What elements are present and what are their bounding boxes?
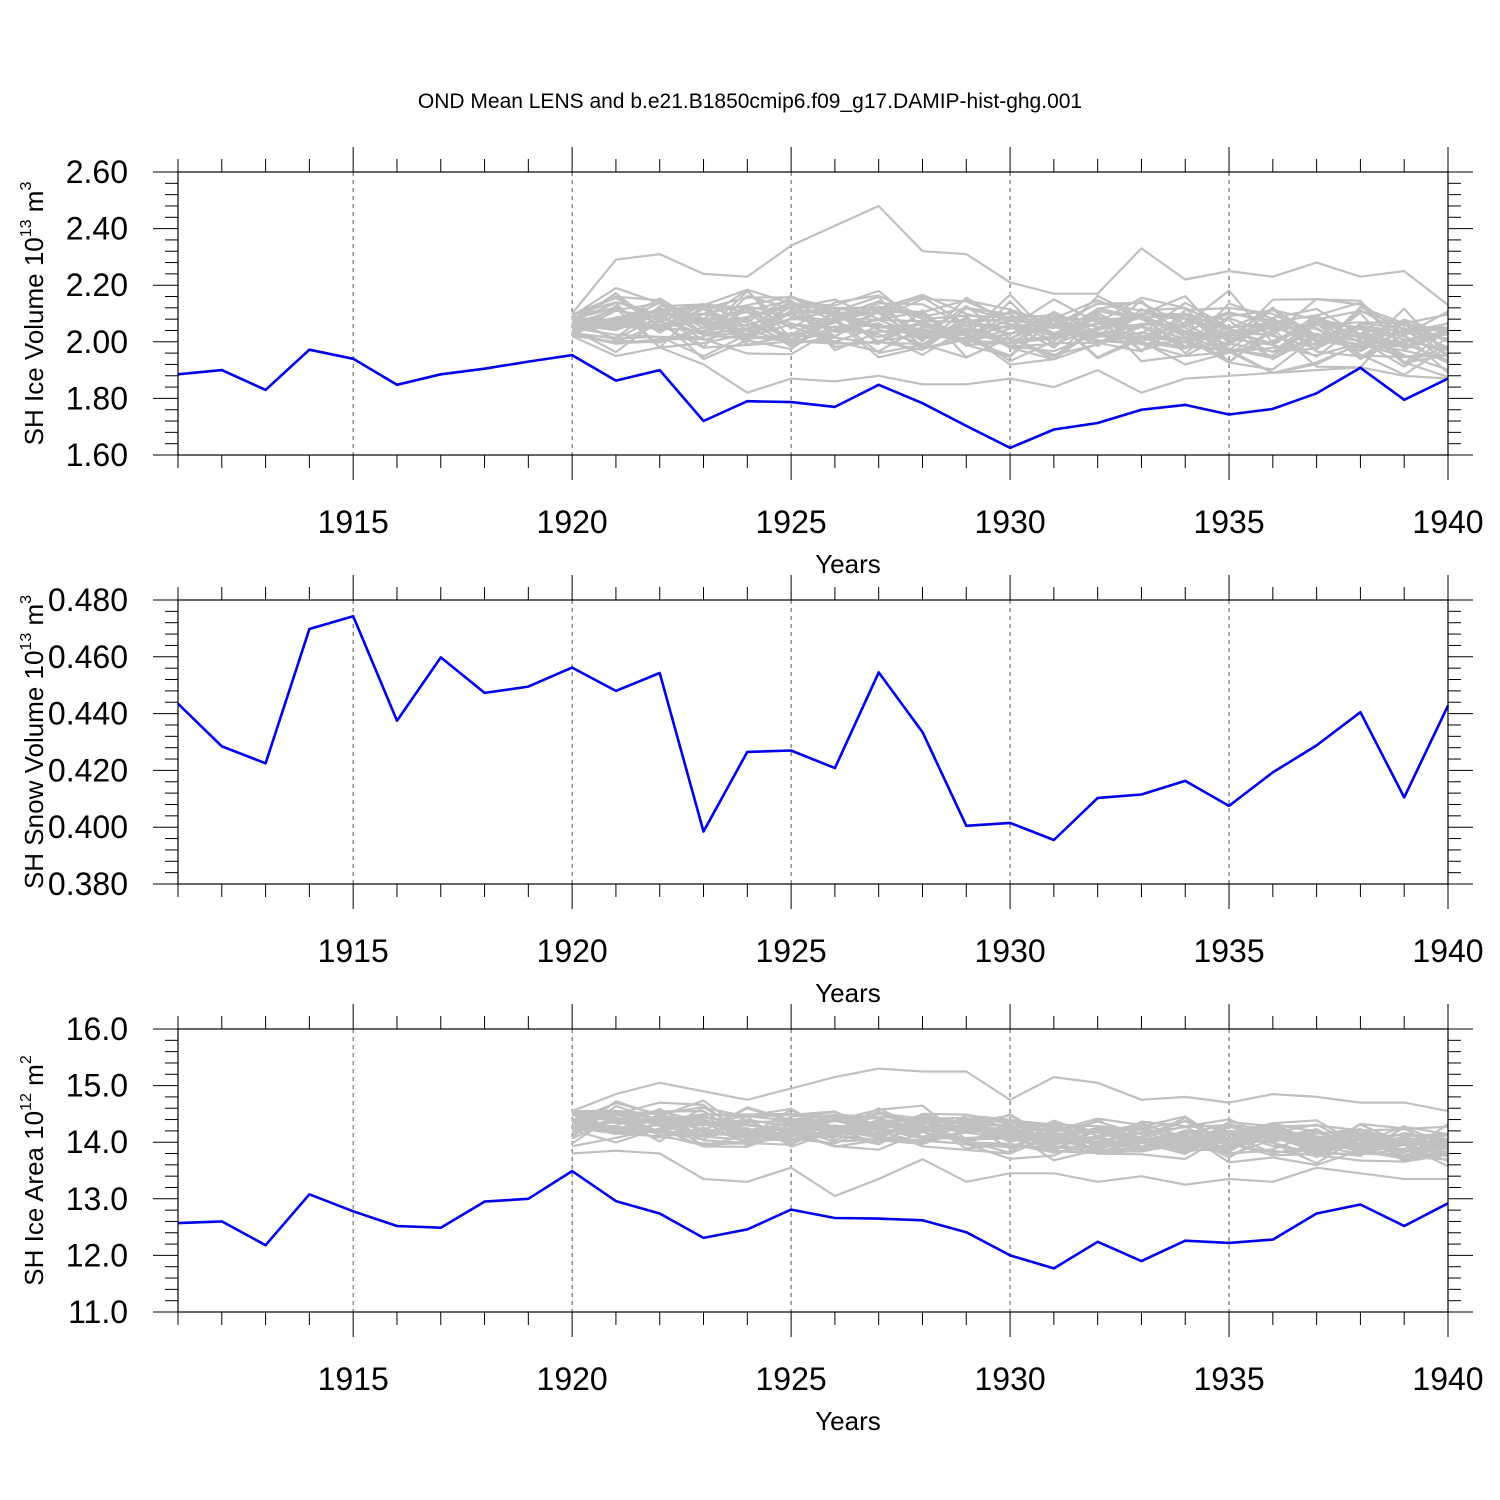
- x-axis-title: Years: [815, 1406, 881, 1436]
- x-tick-label-1935: 1935: [1193, 1361, 1264, 1397]
- y-tick-label-1: 0.400: [48, 809, 128, 845]
- y-tick-label-1: 1.80: [66, 380, 128, 416]
- ensemble-line-40: [571, 1118, 1449, 1157]
- ensemble-line-40: [571, 294, 1449, 353]
- x-tick-label-1925: 1925: [756, 1361, 827, 1397]
- ensemble-line-23: [572, 288, 1449, 348]
- y-axis-title: SH Ice Area 1012 m2: [18, 1055, 49, 1286]
- ensemble-line-31: [572, 304, 1449, 371]
- series-line-main: [177, 348, 1449, 450]
- y-tick-label-2: 0.420: [48, 752, 128, 788]
- ensemble-line-1: [571, 204, 1449, 315]
- x-tick-label-1940: 1940: [1412, 933, 1483, 969]
- y-tick-label-3: 0.440: [48, 696, 128, 732]
- y-tick-label-0: 11.0: [68, 1294, 128, 1330]
- ensemble-line-16: [571, 1101, 1449, 1158]
- ensemble-line-2: [571, 335, 1449, 394]
- y-tick-label-0: 0.380: [48, 866, 128, 902]
- series-line-main: [177, 1169, 1449, 1270]
- x-tick-label-1935: 1935: [1193, 933, 1264, 969]
- plot-frame: [177, 1028, 1449, 1313]
- ensemble-line-39: [571, 295, 1449, 352]
- y-tick-label-4: 2.40: [66, 211, 128, 247]
- y-tick-label-2: 13.0: [66, 1181, 128, 1217]
- figure-title: OND Mean LENS and b.e21.B1850cmip6.f09_g…: [418, 90, 1082, 113]
- x-tick-label-1915: 1915: [318, 1361, 389, 1397]
- ensemble-line-36: [571, 310, 1449, 374]
- y-tick-label-3: 14.0: [66, 1124, 128, 1160]
- x-tick-label-1935: 1935: [1193, 504, 1264, 540]
- ensemble-line-38: [571, 296, 1449, 362]
- panel-ice-area: 1915 1920 1925 1930 1935 1940 Years 11.0 12.0 13.…: [18, 1004, 1484, 1436]
- x-tick-label-1930: 1930: [974, 933, 1045, 969]
- x-tick-label-1940: 1940: [1412, 1361, 1483, 1397]
- x-tick-label-1920: 1920: [537, 504, 608, 540]
- ensemble-line-37: [571, 1110, 1449, 1158]
- y-tick-label-5: 16.0: [66, 1011, 128, 1047]
- x-tick-label-1915: 1915: [318, 933, 389, 969]
- ensemble-line-1: [571, 1067, 1449, 1113]
- series-line-main: [177, 614, 1450, 842]
- x-tick-label-1925: 1925: [756, 504, 827, 540]
- x-tick-label-1930: 1930: [974, 1361, 1045, 1397]
- x-axis-title: Years: [815, 549, 881, 579]
- plot-frame: [177, 171, 1449, 456]
- x-tick-label-1920: 1920: [537, 933, 608, 969]
- y-tick-label-1: 12.0: [66, 1237, 128, 1273]
- y-tick-label-4: 0.460: [48, 639, 128, 675]
- ensemble-line-2: [572, 1149, 1448, 1198]
- x-axis-title: Years: [815, 978, 881, 1008]
- x-tick-label-1920: 1920: [537, 1361, 608, 1397]
- y-tick-label-5: 2.60: [66, 154, 128, 190]
- y-tick-label-2: 2.00: [66, 324, 128, 360]
- ensemble-line-39: [572, 1106, 1449, 1158]
- x-tick-label-1915: 1915: [318, 504, 389, 540]
- panel-ice-volume: 1915 1920 1925 1930 1935 1940 Years 1.60 1.80 2.0…: [18, 147, 1484, 579]
- y-axis-title: SH Snow Volume 1013 m3: [18, 595, 49, 889]
- ensemble-line-19: [571, 315, 1449, 374]
- x-tick-label-1925: 1925: [756, 933, 827, 969]
- ensemble-line-35: [571, 296, 1449, 358]
- y-tick-label-5: 0.480: [48, 582, 128, 618]
- y-tick-label-4: 15.0: [66, 1068, 128, 1104]
- x-tick-label-1940: 1940: [1412, 504, 1483, 540]
- x-tick-label-1930: 1930: [974, 504, 1045, 540]
- y-axis-title: SH Ice Volume 1013 m3: [18, 182, 49, 446]
- y-tick-label-0: 1.60: [66, 437, 128, 473]
- panel-snow-volume: 1915 1920 1925 1930 1935 1940 Years 0.380 0.400 0…: [18, 575, 1484, 1008]
- plot-frame: [177, 599, 1449, 885]
- y-tick-label-3: 2.20: [66, 267, 128, 303]
- ensemble-line-38: [571, 1110, 1449, 1163]
- ensemble-line-28: [572, 299, 1449, 348]
